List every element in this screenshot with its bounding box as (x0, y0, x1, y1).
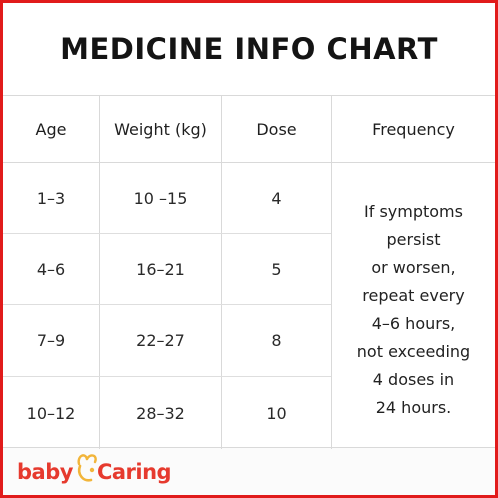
page-title: MEDICINE INFO CHART (3, 3, 495, 95)
cell-weight: 28–32 (136, 403, 185, 423)
frequency-cell: If symptoms persist or worsen, repeat ev… (332, 163, 495, 449)
header-age: Age (35, 119, 67, 139)
frequency-line: 4–6 hours, (371, 314, 456, 333)
frequency-line: or worsen, (371, 258, 456, 277)
cell-weight: 22–27 (136, 331, 185, 350)
cell-age: 10–12 (26, 403, 76, 423)
column-divider (221, 96, 222, 449)
column-divider (331, 96, 332, 449)
medicine-table: Age Weight (kg) Dose Frequency 1–3 10 –1… (3, 95, 495, 449)
row-divider (3, 376, 331, 377)
column-divider (99, 96, 100, 449)
header-dose: Dose (256, 119, 297, 139)
frequency-line: If symptoms (364, 202, 463, 221)
row-divider (3, 233, 331, 234)
cell-age: 1–3 (36, 188, 66, 208)
bee-icon (77, 454, 97, 482)
cell-weight: 16–21 (136, 259, 185, 279)
frequency-line: repeat every (362, 286, 465, 305)
brand-name-part2: Caring (96, 460, 172, 484)
brand-name-part1: baby (17, 460, 73, 484)
frequency-line: 24 hours. (375, 398, 452, 417)
cell-weight: 10 –15 (133, 188, 188, 208)
header-weight: Weight (kg) (114, 119, 207, 139)
row-divider (3, 304, 331, 305)
header-frequency: Frequency (372, 119, 455, 139)
cell-age: 7–9 (36, 331, 66, 350)
brand-logo: baby Caring (17, 449, 172, 495)
cell-dose: 4 (271, 188, 282, 208)
frequency-line: 4 doses in (372, 370, 455, 389)
cell-dose: 10 (266, 403, 287, 423)
cell-age: 4–6 (36, 259, 66, 279)
frequency-line: not exceeding (356, 342, 471, 361)
footer: baby Caring (3, 449, 495, 495)
cell-dose: 5 (271, 259, 282, 279)
frequency-line: persist (386, 230, 441, 249)
cell-dose: 8 (271, 331, 282, 350)
header-divider (3, 162, 495, 163)
